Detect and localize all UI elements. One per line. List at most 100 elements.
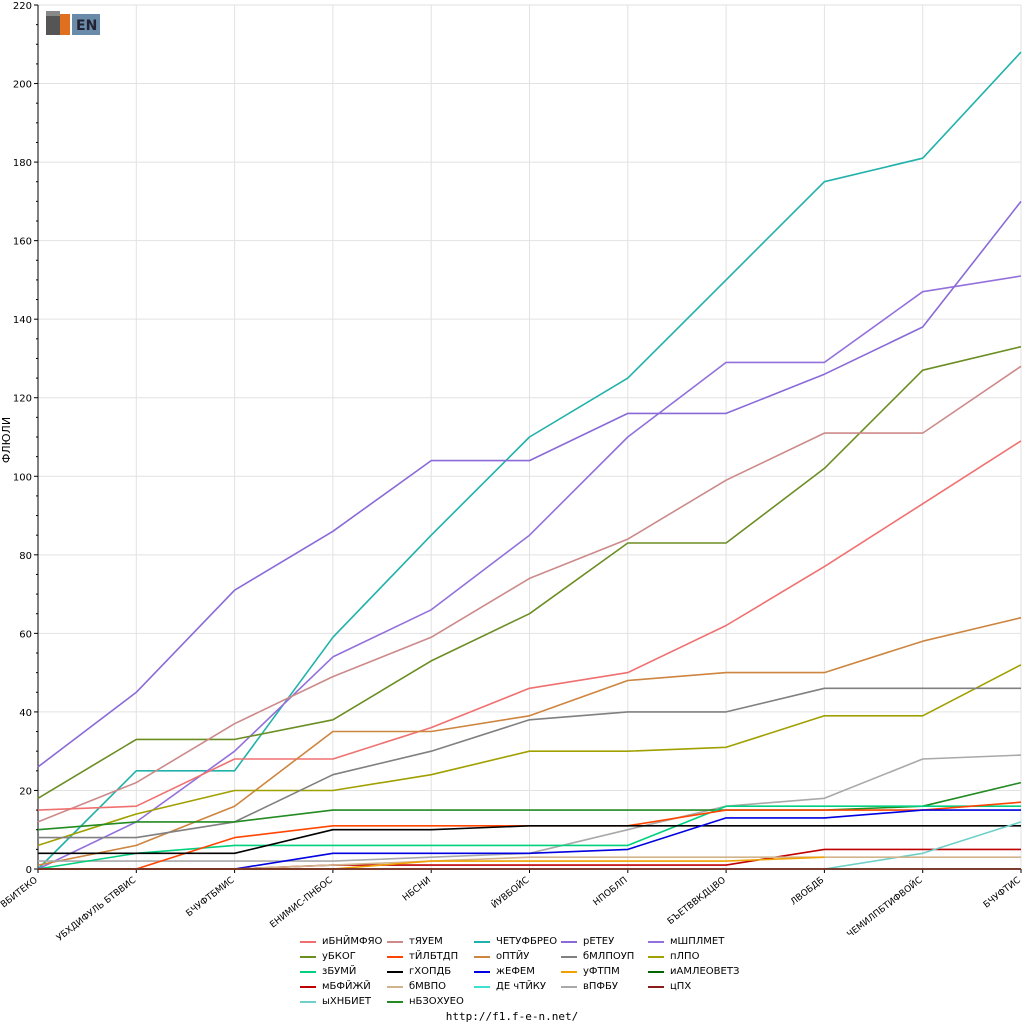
legend-label: ЧЕТУФБРЕО: [496, 936, 558, 947]
legend-item: бМВПО: [387, 979, 446, 994]
series-line: [37, 781, 1022, 831]
series-line: [37, 345, 1022, 799]
legend-swatch: [648, 970, 664, 973]
y-tick-label: 0: [26, 865, 32, 876]
series-line: [38, 687, 1021, 839]
y-tick-label: 180: [13, 158, 32, 169]
series-line: [38, 825, 1021, 855]
legend-swatch: [387, 940, 403, 943]
legend-swatch: [300, 940, 316, 943]
x-tick-label: УБХДИФУЛЬ БТВВИС: [55, 875, 138, 943]
legend-label: ыХНБИЕТ: [322, 996, 372, 1007]
legend-label: гХОПДБ: [409, 966, 452, 977]
legend-label: цПХ: [670, 981, 692, 992]
y-tick-label: 140: [13, 315, 32, 326]
legend-swatch: [561, 940, 577, 943]
x-tick-label: ЛВОБДБ: [789, 875, 826, 907]
x-tick-label: БЪЕТВВКДЦВО: [666, 875, 728, 927]
legend-item: рЕТЕУ: [561, 934, 614, 949]
legend-swatch: [300, 970, 316, 973]
x-tick-label: ЧЕМИЛПБТИФВОЙС: [844, 874, 924, 940]
legend-item: тЯУЕМ: [387, 934, 443, 949]
legend-item: цПХ: [648, 979, 691, 994]
legend-item: иБНЙМФЯО: [300, 934, 382, 949]
legend-swatch: [300, 985, 316, 988]
logo-graphic: EN: [46, 11, 100, 35]
y-tick-label: 120: [13, 394, 32, 405]
legend-swatch: [648, 955, 664, 958]
legend-label: ДЕ чТЙКУ: [496, 981, 546, 992]
legend-swatch: [387, 1000, 403, 1003]
legend-item: мШПЛМЕТ: [648, 934, 724, 949]
y-tick-label: 220: [13, 1, 32, 12]
legend-label: тЙЛБТДП: [409, 951, 459, 962]
legend-swatch: [561, 970, 577, 973]
legend-label: мБФЙЖЙ: [322, 981, 371, 992]
legend-label: вПФБУ: [583, 981, 618, 992]
footer-url[interactable]: http://f1.f-e-n.net/: [445, 1010, 579, 1023]
legend-swatch: [474, 985, 490, 988]
legend-label: пЛПО: [670, 951, 700, 962]
series-line: [37, 440, 1022, 811]
y-tick-label: 80: [19, 551, 32, 562]
y-axis-label: ФЛЮЛИ: [0, 417, 13, 463]
y-tick-label: 60: [19, 629, 32, 640]
legend-item: ДЕ чТЙКУ: [474, 979, 546, 994]
y-tick-label: 40: [19, 708, 32, 719]
legend-label: рЕТЕУ: [583, 936, 615, 947]
legend-item: тЙЛБТДП: [387, 949, 458, 964]
x-tick-label: НБСНИ: [401, 875, 433, 903]
legend-item: иАМЛЕОВЕТЗ: [648, 964, 739, 979]
svg-text:EN: EN: [76, 18, 97, 34]
legend-swatch: [300, 1000, 316, 1003]
legend-label: иБНЙМФЯО: [322, 936, 383, 947]
legend-swatch: [300, 955, 316, 958]
x-tick-label: ЙУВБОЙС: [489, 874, 532, 911]
chart-legend: иБНЙМФЯО тЯУЕМ ЧЕТУФБРЕО рЕТЕУ мШПЛМЕТ уБКОГ т…: [300, 934, 760, 1007]
series-line: [37, 664, 1022, 847]
legend-label: уФТПМ: [583, 966, 620, 977]
legend-item: зБУМЙ: [300, 964, 356, 979]
x-tick-label: ВБИТЕКО: [0, 875, 40, 910]
legend-label: бМВПО: [409, 981, 447, 992]
legend-item: ЧЕТУФБРЕО: [474, 934, 557, 949]
series-line: [37, 51, 1022, 870]
legend-label: уБКОГ: [322, 951, 356, 962]
legend-swatch: [387, 970, 403, 973]
legend-label: мШПЛМЕТ: [670, 936, 725, 947]
legend-label: бМЛПОУП: [583, 951, 635, 962]
series-line: [37, 616, 1022, 866]
x-tick-label: БЧУФТИС: [982, 875, 1023, 910]
x-tick-label: НПОБЛП: [592, 875, 630, 908]
legend-item: вПФБУ: [561, 979, 618, 994]
y-tick-label: 200: [13, 80, 32, 91]
y-tick-label: 100: [13, 472, 32, 483]
legend-swatch: [561, 955, 577, 958]
legend-swatch: [561, 985, 577, 988]
f1en-logo: EN: [46, 8, 102, 38]
legend-item: мБФЙЖЙ: [300, 979, 371, 994]
y-tick-label: 20: [19, 786, 32, 797]
legend-item: гХОПДБ: [387, 964, 451, 979]
series-line: [37, 365, 1022, 823]
legend-label: зБУМЙ: [322, 966, 357, 977]
legend-swatch: [474, 970, 490, 973]
legend-swatch: [648, 940, 664, 943]
legend-swatch: [387, 985, 403, 988]
legend-item: уБКОГ: [300, 949, 356, 964]
legend-item: нБЗОХУЕО: [387, 994, 464, 1009]
legend-label: оПТЙУ: [496, 951, 530, 962]
legend-item: жЕФЕМ: [474, 964, 535, 979]
legend-swatch: [474, 955, 490, 958]
y-tick-label: 160: [13, 237, 32, 248]
legend-item: оПТЙУ: [474, 949, 529, 964]
legend-item: бМЛПОУП: [561, 949, 634, 964]
legend-swatch: [648, 985, 664, 988]
legend-swatch: [474, 940, 490, 943]
legend-label: иАМЛЕОВЕТЗ: [670, 966, 740, 977]
x-tick-label: БЧУФТБМИС: [185, 875, 237, 919]
legend-label: нБЗОХУЕО: [409, 996, 464, 1007]
x-tick-label: ЕНИМИС-ПНБОС: [268, 875, 334, 930]
legend-swatch: [387, 955, 403, 958]
